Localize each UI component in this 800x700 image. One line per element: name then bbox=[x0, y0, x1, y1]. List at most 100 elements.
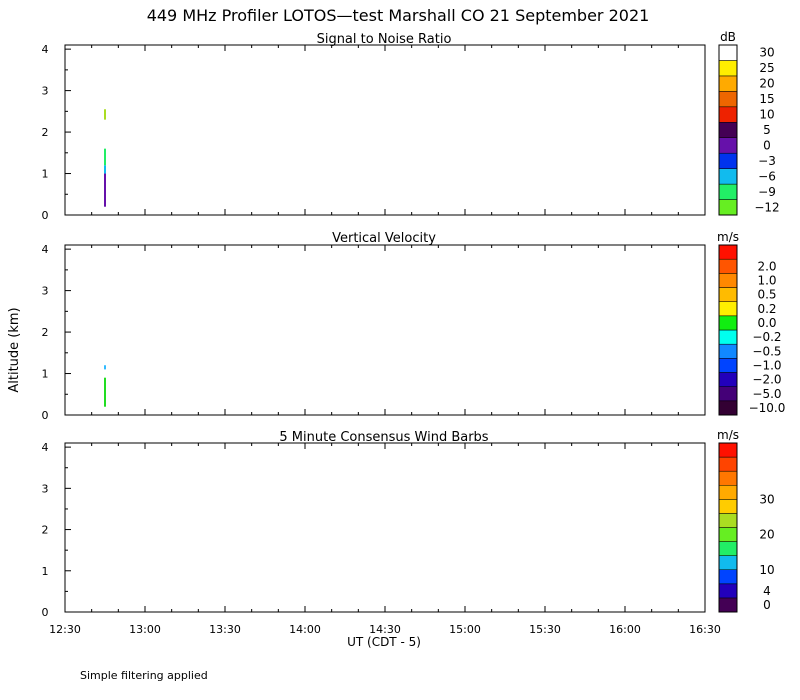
colorbar-swatch bbox=[718, 541, 738, 556]
plot-frame bbox=[64, 244, 706, 416]
x-tick-label: 13:00 bbox=[129, 623, 161, 636]
colorbar-swatch bbox=[718, 75, 738, 92]
colorbar-label: 0.5 bbox=[757, 288, 776, 302]
colorbar-label: 30 bbox=[759, 46, 774, 60]
data-segment bbox=[104, 109, 106, 120]
colorbar: m/s −10.0−5.0−2.0−1.0−0.5−0.20.00.20.51.0… bbox=[717, 230, 785, 416]
colorbar-swatch bbox=[718, 583, 738, 599]
plot-frame bbox=[64, 44, 706, 216]
colorbar-swatch bbox=[718, 499, 738, 514]
colorbar-label: 0 bbox=[763, 138, 771, 152]
x-tick-label: 14:30 bbox=[369, 623, 401, 636]
colorbar-swatch bbox=[718, 386, 738, 402]
colorbar-label: 10 bbox=[759, 563, 774, 577]
data-segment bbox=[104, 173, 106, 207]
data-segment bbox=[104, 148, 106, 166]
colorbar-swatch bbox=[718, 315, 738, 331]
colorbar-label: 0 bbox=[763, 598, 771, 612]
colorbar-swatch bbox=[718, 152, 738, 169]
x-tick-label: 15:30 bbox=[529, 623, 561, 636]
colorbar-unit: m/s bbox=[717, 230, 739, 244]
plot-frame bbox=[64, 442, 706, 613]
colorbar-label: −0.5 bbox=[752, 344, 781, 358]
colorbar-swatch bbox=[718, 470, 738, 486]
colorbar-label: 25 bbox=[759, 61, 774, 75]
y-tick-label: 4 bbox=[42, 43, 49, 56]
colorbar-label: −3 bbox=[758, 154, 776, 168]
colorbar-label: 20 bbox=[759, 77, 774, 91]
colorbar-swatch bbox=[718, 400, 738, 416]
y-tick-label: 2 bbox=[42, 326, 49, 339]
colorbar-swatch bbox=[718, 372, 738, 387]
colorbar: m/s 04 10 20 30 bbox=[717, 428, 775, 613]
colorbar-label: 2.0 bbox=[757, 259, 776, 273]
x-tick-label: 13:30 bbox=[209, 623, 241, 636]
panel-title: 5 Minute Consensus Wind Barbs bbox=[279, 430, 488, 445]
y-tick-label: 3 bbox=[42, 285, 49, 298]
panel-title: Vertical Velocity bbox=[332, 231, 436, 246]
colorbar-swatch bbox=[718, 122, 738, 138]
y-tick-label: 1 bbox=[42, 368, 49, 381]
y-tick-label: 2 bbox=[42, 524, 49, 537]
y-tick-label: 2 bbox=[42, 126, 49, 139]
data-segment bbox=[104, 377, 106, 407]
colorbar-swatch bbox=[718, 513, 738, 528]
y-tick-label: 4 bbox=[42, 441, 49, 454]
x-tick-label: 16:30 bbox=[689, 623, 721, 636]
colorbar-label: 0.2 bbox=[757, 302, 776, 316]
colorbar-label: 15 bbox=[759, 92, 774, 106]
colorbar-swatch bbox=[718, 287, 738, 302]
y-tick-label: 0 bbox=[42, 209, 49, 222]
colorbar-swatch bbox=[718, 485, 738, 500]
colorbar-swatch bbox=[718, 527, 738, 542]
colorbar-label: −0.2 bbox=[752, 330, 781, 344]
colorbar-label: 30 bbox=[759, 492, 774, 506]
colorbar-swatch bbox=[718, 183, 738, 200]
y-tick-label: 3 bbox=[42, 482, 49, 495]
data-segment bbox=[104, 165, 106, 174]
colorbar-swatch bbox=[718, 329, 738, 345]
colorbar-label: −5.0 bbox=[752, 387, 781, 401]
colorbar-swatch bbox=[718, 137, 738, 154]
colorbar-swatch bbox=[718, 358, 738, 373]
colorbar-label: −9 bbox=[758, 185, 776, 199]
colorbar-swatch bbox=[718, 168, 738, 185]
panel-0: Signal to Noise Ratio01234dB−12−9−6−3051… bbox=[42, 30, 780, 222]
y-axis-label: Altitude (km) bbox=[7, 307, 22, 392]
panel-1: Vertical Velocity 0 1 2 3 4 m/s −10.0−5.0−2.0−1… bbox=[42, 230, 786, 422]
colorbar-frame bbox=[718, 244, 738, 416]
x-tick-label: 12:30 bbox=[49, 623, 81, 636]
colorbar-swatch bbox=[718, 569, 738, 585]
colorbar-swatch bbox=[718, 555, 738, 571]
colorbar-swatch bbox=[718, 44, 738, 61]
data-segment bbox=[104, 365, 106, 370]
colorbar-label: −1.0 bbox=[752, 358, 781, 372]
y-tick-label: 4 bbox=[42, 243, 49, 256]
x-tick-label: 15:00 bbox=[449, 623, 481, 636]
x-tick-label: 14:00 bbox=[289, 623, 321, 636]
panel-title: Signal to Noise Ratio bbox=[317, 32, 452, 47]
colorbar-swatch bbox=[718, 258, 738, 274]
colorbar-swatch bbox=[718, 106, 738, 123]
colorbar-swatch bbox=[718, 301, 738, 317]
y-tick-label: 1 bbox=[42, 168, 49, 181]
panel-2: 5 Minute Consensus Wind Barbs 0 1 2 3 4 12:30 1… bbox=[42, 428, 775, 636]
colorbar-label: 1.0 bbox=[757, 273, 776, 287]
colorbar-label: 20 bbox=[759, 528, 774, 542]
y-tick-label: 0 bbox=[42, 409, 49, 422]
colorbar-label: 10 bbox=[759, 108, 774, 122]
colorbar-label: 0.0 bbox=[757, 316, 776, 330]
colorbar-frame bbox=[718, 442, 738, 613]
colorbar-swatch bbox=[718, 442, 738, 458]
colorbar-swatch bbox=[718, 199, 738, 216]
colorbar-swatch bbox=[718, 273, 738, 288]
colorbar-label: −2.0 bbox=[752, 373, 781, 387]
figure-title: 449 MHz Profiler LOTOS—test Marshall CO … bbox=[147, 6, 650, 25]
y-tick-label: 3 bbox=[42, 85, 49, 98]
colorbar-frame bbox=[718, 44, 738, 216]
colorbar-swatch bbox=[718, 91, 738, 108]
colorbar-swatch bbox=[718, 597, 738, 613]
panels: Signal to Noise Ratio01234dB−12−9−6−3051… bbox=[42, 30, 786, 636]
colorbar-unit: m/s bbox=[717, 428, 739, 442]
